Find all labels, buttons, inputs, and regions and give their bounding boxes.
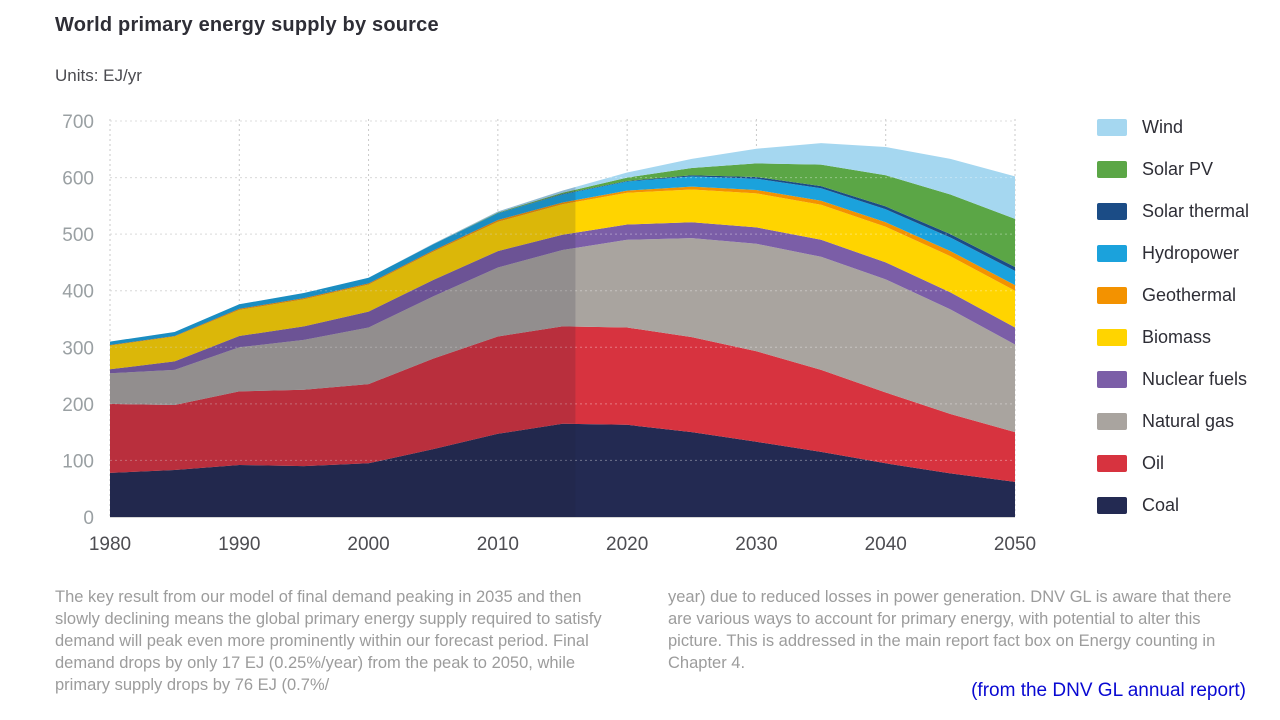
units-label: Units: EJ/yr: [55, 66, 142, 85]
body-text-right-column: year) due to reduced losses in power gen…: [668, 588, 1232, 672]
legend-label: Biomass: [1142, 327, 1212, 347]
x-tick-label: 2050: [994, 534, 1036, 555]
x-tick-label: 2040: [865, 534, 907, 555]
area-biomass: [110, 189, 1015, 370]
stacked-area-chart: 0 100 200 300 400 500 600 700 1980 1990 2000 2010 20…: [62, 112, 1036, 555]
legend-item-hydropower: Hydropower: [1097, 243, 1249, 263]
area-natural-gas: [110, 238, 1015, 433]
legend-label: Oil: [1142, 453, 1164, 473]
legend-swatch: [1097, 119, 1127, 136]
legend-label: Geothermal: [1142, 285, 1237, 305]
history-shading-overlay: [110, 186, 576, 517]
legend-item-solar-thermal: Solar thermal: [1097, 201, 1250, 221]
area-oil: [110, 326, 1015, 482]
chart-title: World primary energy supply by source: [55, 14, 439, 36]
legend-swatch: [1097, 161, 1127, 178]
legend-label: Wind: [1142, 117, 1184, 137]
legend-swatch: [1097, 245, 1127, 262]
legend-swatch: [1097, 329, 1127, 346]
x-tick-label: 1980: [89, 534, 131, 555]
legend-label: Solar thermal: [1142, 201, 1250, 221]
legend-item-geothermal: Geothermal: [1097, 285, 1249, 305]
body-text-left-column: The key result from our model of final d…: [55, 588, 602, 694]
legend-label: Nuclear fuels: [1142, 369, 1248, 389]
legend-swatch: [1097, 203, 1127, 220]
y-tick-label: 500: [62, 225, 94, 246]
legend-item-nuclear-fuels: Nuclear fuels: [1097, 369, 1249, 389]
area-coal: [110, 423, 1015, 517]
x-tick-label: 2010: [477, 534, 519, 555]
legend-label: Natural gas: [1142, 411, 1235, 431]
chart-legend: Wind Solar PV Solar thermal Hydropower Geoth…: [1097, 117, 1250, 515]
y-tick-label: 600: [62, 169, 94, 190]
y-tick-label: 700: [62, 112, 94, 133]
source-caption: (from the DNV GL annual report): [971, 680, 1246, 701]
legend-item-solar-pv: Solar PV: [1097, 159, 1249, 179]
legend-item-biomass: Biomass: [1097, 327, 1249, 347]
area-wind: [110, 143, 1015, 342]
legend-swatch: [1097, 413, 1127, 430]
legend-swatch: [1097, 455, 1127, 472]
legend-label: Hydropower: [1142, 243, 1240, 263]
legend-swatch: [1097, 371, 1127, 388]
legend-item-wind: Wind: [1097, 117, 1249, 137]
y-tick-label: 400: [62, 282, 94, 303]
legend-item-natural-gas: Natural gas: [1097, 411, 1249, 431]
x-tick-label: 2000: [347, 534, 389, 555]
legend-item-coal: Coal: [1097, 495, 1249, 515]
y-tick-label: 0: [83, 508, 94, 529]
legend-swatch: [1097, 497, 1127, 514]
legend-label: Solar PV: [1142, 159, 1214, 179]
y-tick-label: 100: [62, 451, 94, 472]
y-tick-label: 300: [62, 338, 94, 359]
area-nuclear-fuels: [110, 222, 1015, 374]
legend-swatch: [1097, 287, 1127, 304]
legend-label: Coal: [1142, 495, 1180, 515]
legend-item-oil: Oil: [1097, 453, 1249, 473]
x-tick-label: 2030: [735, 534, 777, 555]
y-tick-label: 200: [62, 395, 94, 416]
x-tick-label: 2020: [606, 534, 648, 555]
x-tick-label: 1990: [218, 534, 260, 555]
